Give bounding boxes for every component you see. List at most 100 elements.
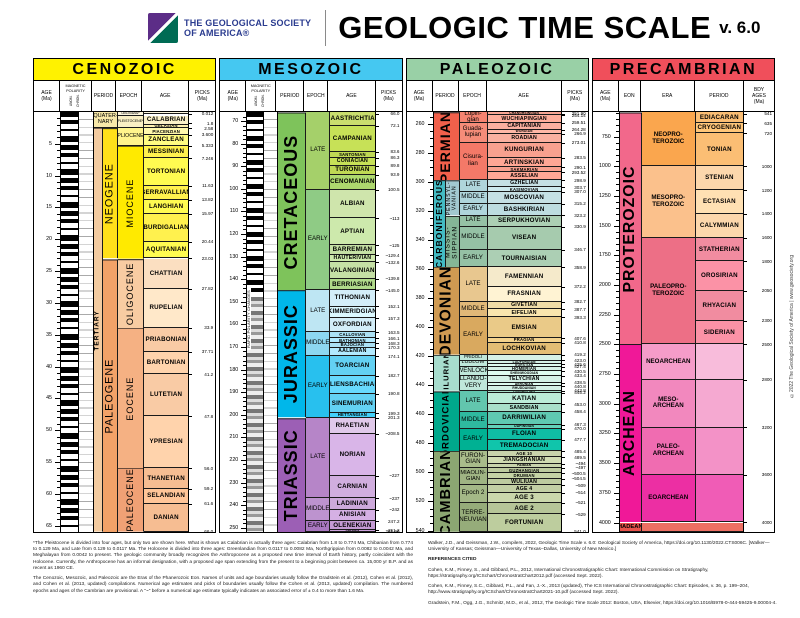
age-cell [641,522,743,532]
band-content: THANETIAN SELANDIAN DANIAN [144,468,189,532]
age-cell-tournaisian: TOURNAISIAN [487,249,561,268]
axis-minor-tick [615,130,619,132]
age-cell-santonian: SANTONIAN [330,151,375,158]
age-cell-tremadocian: TREMADOCIAN [487,439,561,452]
axis-tick-label: 3500 [598,460,611,467]
band-content: OLIGOCENE CHATTIAN RUPELIAN EOCENE PRIABONIA… [118,258,189,532]
pick-value: 86.3 [375,155,402,160]
age-name: LUTETIAN [150,391,183,399]
pick-value: 1400 [744,211,774,216]
axis-minor-tick [615,356,619,358]
axis-minor-tick [243,419,247,421]
age-name: FLOIAN [512,430,537,438]
band-content: EDIACARAN CRYOGENIAN TONIAN [695,112,743,167]
axis-major-tick [613,314,619,316]
age-cell-gorstian: GORSTIAN [487,364,561,367]
band-content: MAASTRICHTIAN CAMPANIAN SANTONIANCONIACIAN… [330,112,375,190]
pick-value: 3600 [744,472,774,477]
pick-value: ~521 [561,500,588,505]
axis-minor-tick [57,481,60,483]
age-name: FORTUNIAN [505,519,544,527]
pick-value: 410.8 [561,340,588,345]
label-pennsyl-vanian: PENNSYL-VANIAN [445,180,460,216]
pick-value: ~497 [561,465,588,470]
axis-tick-label: 230 [229,479,239,486]
axis-major-tick [241,188,247,190]
era-panel-paleozoic: PALEOZOIC AGE (Ma) PERIOD EPOCH AGE PICKS (Ma… [405,58,589,534]
axis-minor-tick [615,332,619,334]
axis-minor-tick [615,154,619,156]
label-late: LATE [459,180,488,193]
pick-value: 7.246 [189,156,215,161]
axis-major-tick [55,334,60,336]
age-name: BASHKIRIAN [503,205,545,213]
pick-value: 445.2 [561,390,588,395]
age-name: EIFELIAN [511,309,537,316]
age-name: KATIAN [512,394,537,402]
axis-minor-tick [243,283,247,285]
age-name: SHEINWOODIAN [510,371,539,376]
age-cell-rhaetian: RHAETIAN [330,417,375,434]
axis-minor-tick [243,491,247,493]
age-name: AQUITANIAN [145,246,187,254]
polarity-sublabel-anom: ANOM. [254,95,259,107]
band-cretaceous: CRETACEOUSLATEMAASTRICHTIAN CAMPANIAN SANT… [278,112,375,291]
axis-major-tick [241,143,247,145]
age-cell-aeronian: AERONIAN [487,383,561,387]
column-headers-paleozoic: AGE (Ma) PERIOD EPOCH AGE PICKS (Ma) [406,81,588,112]
band-content: PRIABONIAN BARTONIAN LUTETIAN YPRESIAN [144,327,189,469]
col-header-age: AGE [328,81,376,111]
band-wenlock: WENLOCKHOMERIANSHEINWOODIAN [459,366,561,376]
axis-minor-tick [615,213,619,215]
label-early: EARLY [306,521,331,532]
age-name: CALLOVIAN [339,332,366,338]
panel-body-precambrian: 750 1000 1250 1500 1750 2000 2250 2500 2750 3000 3… [592,111,774,532]
axis-tick-label: 70 [232,118,239,125]
band-pridoli: PRIDOLI [459,355,561,361]
col-header-age: AGE (Ma) [407,81,433,111]
pick-value: 485.4 [561,449,588,454]
band-late: LATEMAASTRICHTIAN CAMPANIAN SANTONIANCONIA… [306,112,375,190]
label-late: LATE [459,390,488,412]
band-content: FLOIAN TREMADOCIAN [487,428,561,452]
pick-value: 5.333 [189,143,215,148]
label-archean: ARCHEAN [619,344,642,523]
axis-minor-tick [243,473,247,475]
age-cell-aquitanian: AQUITANIAN [144,242,189,259]
label-paleopro-terozoic: PALEOPRO- TEROZOIC [641,237,696,345]
age-cell-zanclean: ZANCLEAN [144,134,189,146]
age-cell-olenekian: OLENEKIAN [330,521,375,530]
axis-minor-tick [615,397,619,399]
age-name: CENOMANIAN [330,178,375,186]
band-content: HOMERIAN SHEINWOODIAN [487,366,561,376]
axis-minor-tick [615,320,619,322]
band-content: LATEMAASTRICHTIAN CAMPANIAN SANTONIANCONIA… [306,112,375,291]
band-middle: MIDDLE DARRIWILIAN DAPINGIAN [459,411,561,429]
axis-minor-tick [615,267,619,269]
label-paleocene: PALEOCENE [118,468,144,532]
polarity-anomaly-stripes [61,112,79,532]
axis-minor-tick [57,137,60,139]
axis-minor-tick [57,150,60,152]
label-cretaceous: CRETACEOUS [278,112,307,291]
age-name: OLENEKIAN [333,521,372,529]
pick-value: 174.1 [375,354,402,359]
col-header-picks: PICKS (Ma) [194,90,210,102]
pick-value: 3.600 [189,132,215,137]
axis-minor-tick [429,232,433,234]
page-header: THE GEOLOGICAL SOCIETY OF AMERICA® GEOLO… [148,10,760,46]
panel-body-cenozoic: 5 10 15 20 25 30 35 40 45 50 55 60 65 QUATER- NARY HOL… [34,111,216,534]
axis-tick-label: 190 [229,389,239,396]
label-terre-neuvian: TERRE- NEUVIAN [459,502,488,532]
label-ludlow: LUDLOW [459,360,488,367]
band-middle: MIDDLE LADINIAN ANISIAN [306,498,375,522]
pick-value: 166.1 [375,336,402,341]
col-header-period: PERIOD [92,81,116,111]
age-name: CAPITANIAN [507,123,541,130]
axis-minor-tick [615,421,619,423]
axis-minor-tick [57,226,60,228]
age-cell-chattian: CHATTIAN [144,258,189,289]
pick-value: ~132.6 [375,260,402,265]
stratigraphy-precambrian: PROTEROZOIC NEOPRO- TEROZOIC EDIACARAN CRYO… [619,112,743,532]
axis-major-tick [241,301,247,303]
